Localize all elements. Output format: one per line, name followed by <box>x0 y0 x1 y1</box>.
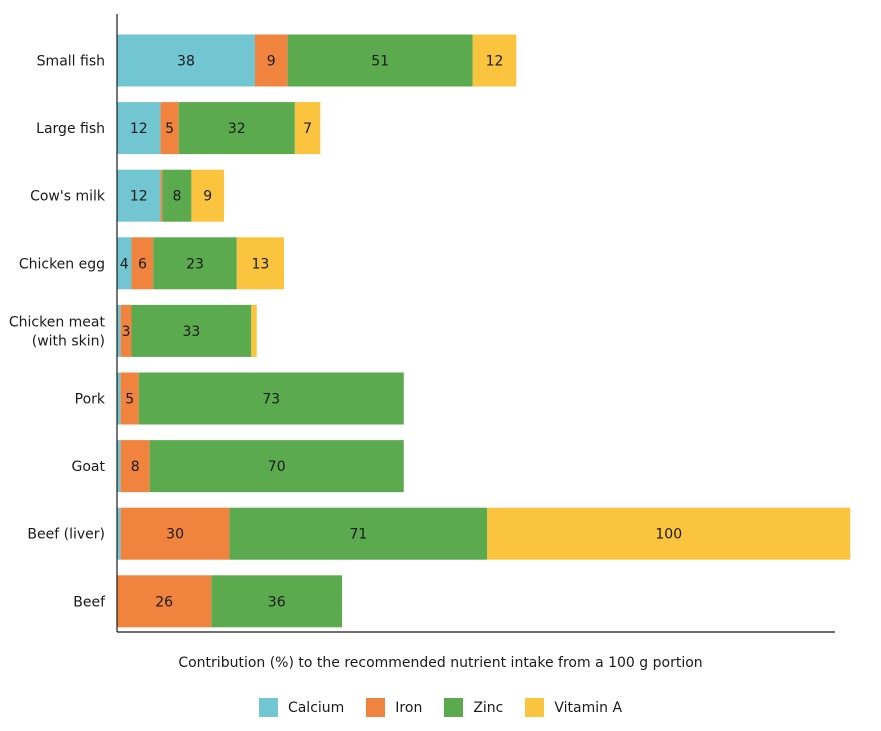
data-label-small-fish-zinc: 51 <box>371 54 389 70</box>
legend-item-iron: Iron <box>366 698 422 717</box>
bar-large-fish-vitamin-a <box>294 102 321 155</box>
bar-small-fish-iron <box>254 34 288 87</box>
data-label-pork-zinc: 73 <box>262 392 280 408</box>
data-label-large-fish-calcium: 12 <box>130 121 148 137</box>
category-label-line: Beef <box>73 594 106 610</box>
category-label-large-fish: Large fish <box>36 121 105 137</box>
bar-cow-s-milk-calcium <box>117 169 161 222</box>
bar-chicken-egg-zinc <box>153 237 237 290</box>
data-label-chicken-egg-calcium: 4 <box>120 256 129 272</box>
data-label-small-fish-calcium: 38 <box>177 54 195 70</box>
legend-swatch <box>444 698 464 717</box>
category-label-goat: Goat <box>72 459 106 475</box>
bar-small-fish-zinc <box>287 34 473 87</box>
category-label-pork: Pork <box>75 392 106 408</box>
legend-swatch <box>366 698 386 717</box>
bar-chicken-egg-iron <box>131 237 154 290</box>
data-label-goat-iron: 8 <box>131 459 140 475</box>
category-label-line: (with skin) <box>32 333 105 349</box>
data-label-small-fish-iron: 9 <box>267 54 276 70</box>
bar-chicken-meat-with-skin-calcium <box>117 304 121 357</box>
bar-cow-s-milk-zinc <box>162 169 192 222</box>
category-label-line: Small fish <box>37 54 105 70</box>
category-labels-group: Small fish Large fish Cow's milk Chicken eg… <box>9 54 106 611</box>
x-axis-title: Contribution (%) to the recommended nutr… <box>178 655 703 671</box>
bar-chicken-meat-with-skin-zinc <box>131 304 252 357</box>
legend-item-zinc: Zinc <box>444 698 503 717</box>
bar-beef-zinc <box>211 575 343 628</box>
bar-goat-zinc <box>149 440 404 493</box>
bar-chicken-meat-with-skin-iron <box>120 304 132 357</box>
bar-large-fish-iron <box>160 102 179 155</box>
bar-small-fish-vitamin-a <box>472 34 517 87</box>
data-label-cow-s-milk-vitamin-a: 9 <box>203 189 212 205</box>
legend-label: Vitamin A <box>554 699 623 716</box>
legend-swatch <box>525 698 545 717</box>
category-label-line: Pork <box>75 392 106 408</box>
legend-swatch <box>258 698 278 717</box>
bar-beef-liver-vitamin-a <box>487 507 851 560</box>
data-label-beef-liver-iron: 30 <box>166 527 184 543</box>
bar-cow-s-milk-vitamin-a <box>191 169 225 222</box>
category-label-beef-liver: Beef (liver) <box>27 527 105 543</box>
data-label-chicken-meat-with-skin-iron: 3 <box>122 324 131 340</box>
bar-large-fish-zinc <box>178 102 295 155</box>
bars-group <box>117 34 851 628</box>
data-label-goat-zinc: 70 <box>268 459 286 475</box>
category-label-line: Goat <box>72 459 106 475</box>
bar-chicken-egg-vitamin-a <box>236 237 284 290</box>
bar-beef-liver-iron <box>120 507 230 560</box>
data-label-chicken-egg-iron: 6 <box>138 256 147 272</box>
data-label-beef-zinc: 36 <box>268 594 286 610</box>
data-label-beef-iron: 26 <box>155 594 173 610</box>
category-label-line: Beef (liver) <box>27 527 105 543</box>
bar-pork-iron <box>120 372 139 425</box>
bar-pork-calcium <box>117 372 121 425</box>
legend: Calcium Iron Zinc Vitamin A <box>0 698 881 717</box>
data-label-cow-s-milk-zinc: 8 <box>172 189 181 205</box>
category-label-chicken-egg: Chicken egg <box>19 256 105 272</box>
bar-chicken-egg-calcium <box>117 237 132 290</box>
category-label-line: Chicken meat <box>9 314 106 330</box>
data-label-large-fish-vitamin-a: 7 <box>303 121 312 137</box>
bar-small-fish-calcium <box>117 34 255 87</box>
bar-chicken-meat-with-skin-vitamin-a <box>251 304 257 357</box>
data-label-large-fish-iron: 5 <box>165 121 174 137</box>
legend-item-vitamin-a: Vitamin A <box>525 698 622 717</box>
bar-large-fish-calcium <box>117 102 161 155</box>
data-label-beef-liver-vitamin-a: 100 <box>655 527 682 543</box>
legend-label: Zinc <box>473 699 504 716</box>
category-label-line: Cow's milk <box>30 189 106 205</box>
data-label-cow-s-milk-calcium: 12 <box>130 189 148 205</box>
category-label-cow-s-milk: Cow's milk <box>30 189 106 205</box>
data-label-chicken-meat-with-skin-zinc: 33 <box>182 324 200 340</box>
data-label-chicken-egg-zinc: 23 <box>186 256 204 272</box>
bar-pork-zinc <box>138 372 404 425</box>
category-label-beef: Beef <box>73 594 106 610</box>
legend-item-calcium: Calcium <box>258 698 345 717</box>
bar-beef-liver-calcium <box>117 507 121 560</box>
data-label-beef-liver-zinc: 71 <box>349 527 367 543</box>
category-label-chicken-meat-with-skin: Chicken meat (with skin) <box>9 314 106 349</box>
bar-beef-iron <box>117 575 212 628</box>
bar-cow-s-milk-iron <box>160 169 163 222</box>
bar-goat-iron <box>120 440 150 493</box>
data-label-large-fish-zinc: 32 <box>228 121 246 137</box>
data-label-pork-iron: 5 <box>125 392 134 408</box>
category-label-line: Chicken egg <box>19 256 105 272</box>
legend-label: Iron <box>395 699 423 716</box>
data-label-chicken-egg-vitamin-a: 13 <box>251 256 269 272</box>
bar-beef-liver-zinc <box>229 507 488 560</box>
category-label-small-fish: Small fish <box>37 54 105 70</box>
legend-label: Calcium <box>287 699 345 716</box>
bar-goat-calcium <box>117 440 121 493</box>
category-label-line: Large fish <box>36 121 105 137</box>
data-label-small-fish-vitamin-a: 12 <box>486 54 504 70</box>
